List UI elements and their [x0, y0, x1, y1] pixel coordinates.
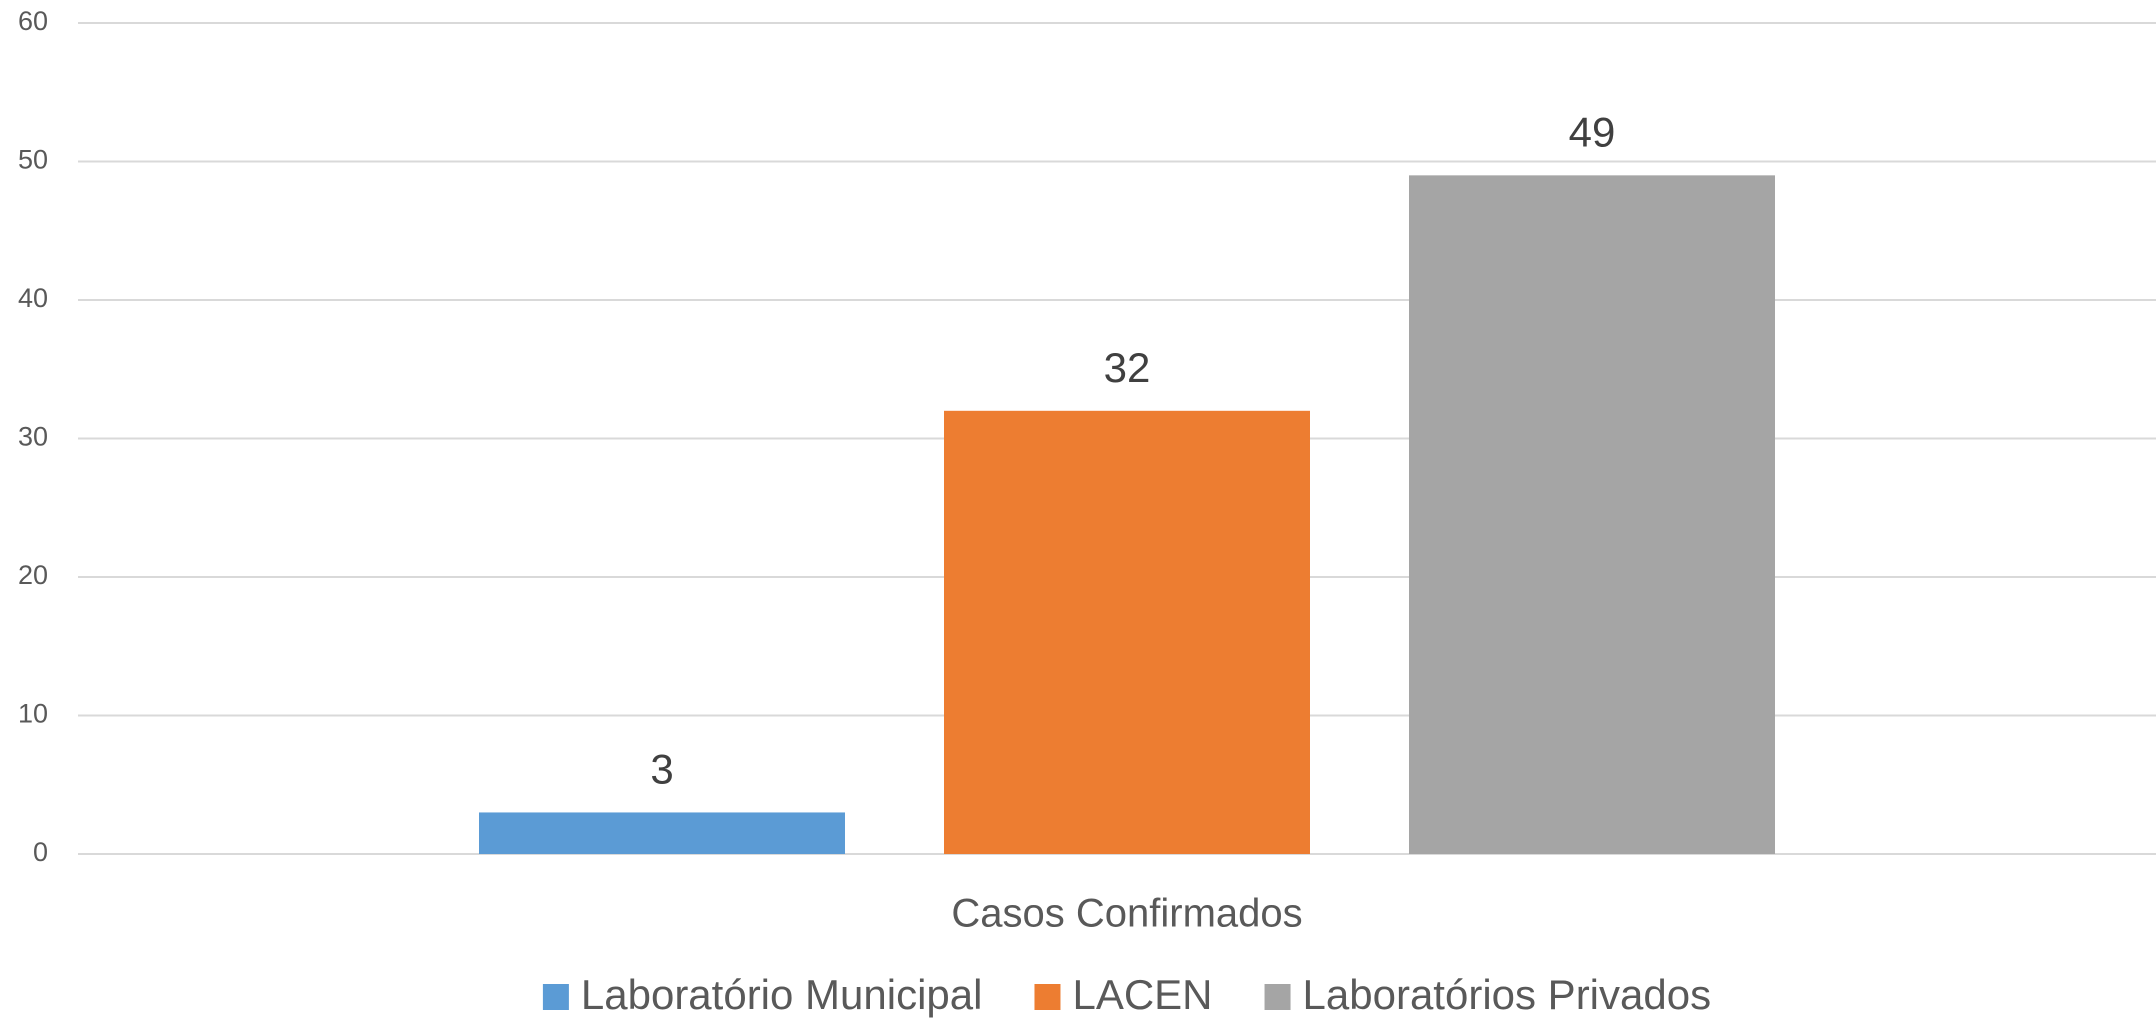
y-tick-label: 40	[18, 283, 48, 313]
data-label: 49	[1569, 108, 1616, 155]
x-tick-label: Casos Confirmados	[951, 892, 1302, 936]
bar	[944, 410, 1310, 854]
y-tick-label: 50	[18, 145, 48, 175]
y-tick-label: 60	[18, 6, 48, 36]
legend-label: Laboratórios Privados	[1303, 971, 1712, 1018]
bar	[479, 812, 845, 854]
legend-label: LACEN	[1072, 971, 1212, 1018]
y-tick-label: 30	[18, 422, 48, 452]
y-tick-label: 10	[18, 699, 48, 729]
y-tick-label: 0	[33, 837, 48, 867]
legend-swatch	[542, 984, 569, 1010]
legend-label: Laboratório Municipal	[581, 971, 983, 1018]
legend-swatch	[1264, 984, 1291, 1010]
data-label: 3	[650, 746, 673, 793]
bar	[1409, 175, 1775, 855]
y-tick-label: 20	[18, 560, 48, 590]
data-label: 32	[1104, 344, 1151, 391]
legend-swatch	[1034, 984, 1061, 1010]
